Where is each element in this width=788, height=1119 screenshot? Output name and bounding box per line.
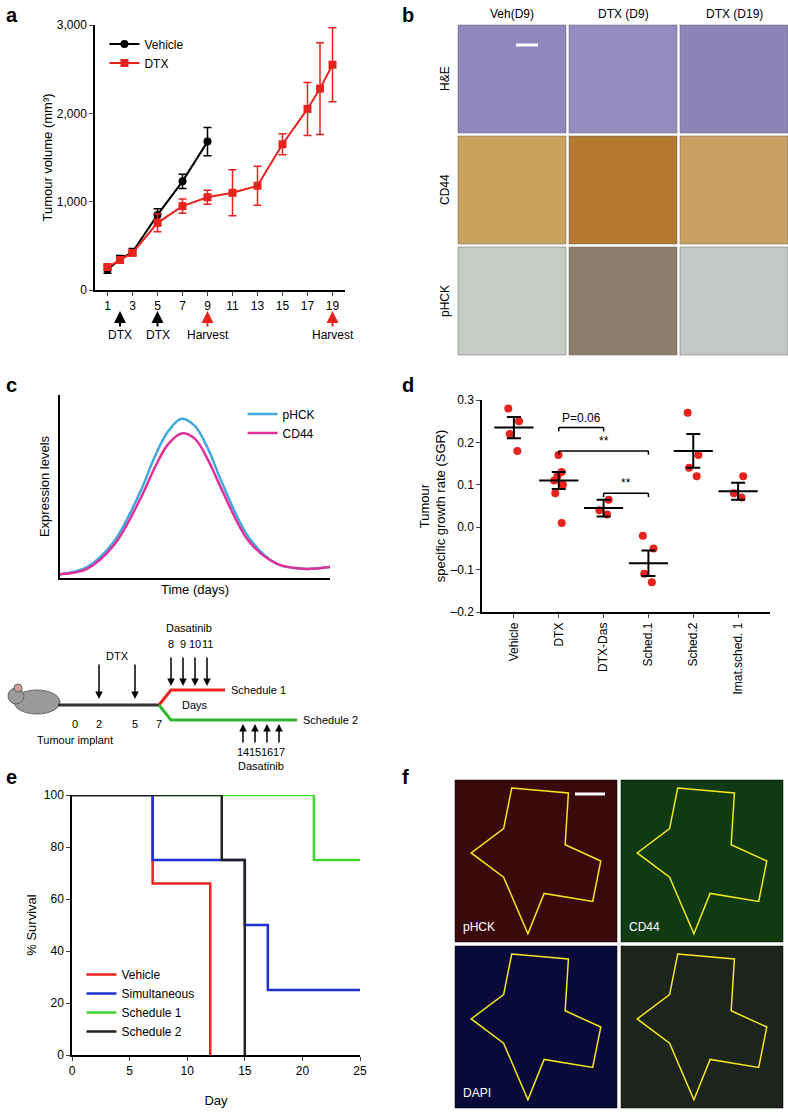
- svg-text:pHCK: pHCK: [463, 920, 495, 934]
- svg-text:25: 25: [353, 1064, 367, 1078]
- svg-text:3,000: 3,000: [57, 18, 87, 32]
- svg-text:17: 17: [273, 746, 285, 758]
- svg-text:DTX (D19): DTX (D19): [706, 7, 763, 21]
- svg-text:DTX: DTX: [146, 328, 170, 342]
- svg-text:80: 80: [50, 840, 64, 854]
- svg-text:DTX-Das: DTX-Das: [596, 623, 610, 672]
- svg-text:Sched.2: Sched.2: [686, 622, 700, 666]
- svg-text:3: 3: [129, 299, 136, 313]
- svg-text:P=0.06: P=0.06: [562, 411, 601, 425]
- svg-text:Vehicle: Vehicle: [507, 622, 521, 661]
- svg-text:DTX: DTX: [106, 650, 129, 662]
- svg-text:100: 100: [44, 788, 64, 802]
- svg-text:17: 17: [301, 299, 315, 313]
- svg-text:c: c: [6, 374, 17, 396]
- svg-text:1,000: 1,000: [57, 195, 87, 209]
- svg-text:Time (days): Time (days): [161, 582, 229, 597]
- svg-text:Tumour implant: Tumour implant: [37, 734, 113, 746]
- svg-text:0.3: 0.3: [457, 393, 474, 407]
- svg-text:11: 11: [226, 299, 239, 313]
- svg-text:Sched.1: Sched.1: [641, 622, 655, 666]
- svg-text:CD44: CD44: [283, 427, 314, 441]
- svg-text:CD44: CD44: [629, 920, 660, 934]
- svg-text:20: 20: [296, 1064, 310, 1078]
- svg-text:15: 15: [249, 746, 261, 758]
- svg-text:DTX: DTX: [144, 57, 168, 71]
- svg-text:1: 1: [104, 299, 111, 313]
- svg-text:% Survival: % Survival: [24, 894, 39, 956]
- svg-text:d: d: [402, 374, 414, 396]
- svg-text:Days: Days: [182, 699, 208, 711]
- svg-text:0: 0: [80, 283, 87, 297]
- svg-text:Schedule 1: Schedule 1: [231, 684, 286, 696]
- svg-text:15: 15: [276, 299, 290, 313]
- svg-text:0: 0: [72, 718, 78, 730]
- svg-text:0.0: 0.0: [457, 520, 474, 534]
- svg-text:0: 0: [57, 1048, 64, 1062]
- svg-text:pHCK: pHCK: [283, 408, 315, 422]
- svg-text:10: 10: [189, 638, 201, 650]
- svg-text:Expression levels: Expression levels: [37, 435, 52, 537]
- svg-text:–0.2: –0.2: [450, 605, 474, 619]
- svg-text:DAPI: DAPI: [463, 1086, 491, 1100]
- svg-text:–0.1: –0.1: [450, 563, 474, 577]
- svg-text:Harvest: Harvest: [312, 328, 354, 342]
- svg-text:Vehicle: Vehicle: [144, 38, 183, 52]
- svg-text:9: 9: [204, 299, 211, 313]
- svg-text:Harvest: Harvest: [187, 328, 229, 342]
- svg-text:f: f: [402, 766, 409, 788]
- svg-text:Tumourspecific growth rate (SG: Tumourspecific growth rate (SGR): [417, 430, 449, 582]
- svg-text:Schedule 2: Schedule 2: [121, 1025, 181, 1039]
- svg-text:DTX (D9): DTX (D9): [598, 7, 649, 21]
- svg-text:Simultaneous: Simultaneous: [121, 987, 194, 1001]
- svg-text:**: **: [599, 434, 609, 448]
- svg-text:Dasatinib: Dasatinib: [166, 622, 212, 634]
- svg-text:7: 7: [156, 718, 162, 730]
- svg-text:13: 13: [251, 299, 265, 313]
- svg-text:40: 40: [50, 944, 64, 958]
- svg-text:60: 60: [50, 892, 64, 906]
- svg-text:0.1: 0.1: [457, 478, 474, 492]
- svg-text:16: 16: [261, 746, 273, 758]
- svg-text:15: 15: [238, 1064, 252, 1078]
- svg-text:H&E: H&E: [438, 66, 452, 91]
- svg-text:0: 0: [69, 1064, 76, 1078]
- svg-text:DTX: DTX: [108, 328, 132, 342]
- svg-text:Veh(D9): Veh(D9): [490, 7, 534, 21]
- svg-text:Schedule 1: Schedule 1: [121, 1006, 181, 1020]
- svg-text:b: b: [402, 4, 414, 26]
- svg-text:7: 7: [179, 299, 186, 313]
- svg-text:2: 2: [96, 718, 102, 730]
- svg-text:Vehicle: Vehicle: [121, 968, 160, 982]
- svg-text:5: 5: [154, 299, 161, 313]
- svg-text:19: 19: [326, 299, 340, 313]
- svg-text:11: 11: [202, 638, 213, 650]
- svg-text:CD44: CD44: [438, 174, 452, 205]
- svg-text:10: 10: [181, 1064, 195, 1078]
- svg-text:20: 20: [50, 996, 64, 1010]
- svg-text:2,000: 2,000: [57, 107, 87, 121]
- svg-text:a: a: [6, 4, 18, 26]
- svg-text:Schedule 2: Schedule 2: [303, 714, 358, 726]
- svg-text:DTX: DTX: [552, 623, 566, 647]
- svg-text:5: 5: [126, 1064, 133, 1078]
- svg-text:**: **: [621, 476, 631, 490]
- svg-text:0.2: 0.2: [457, 436, 474, 450]
- svg-text:8: 8: [168, 638, 174, 650]
- svg-text:14: 14: [237, 746, 249, 758]
- svg-text:Imat.sched. 1: Imat.sched. 1: [731, 622, 745, 694]
- svg-text:9: 9: [180, 638, 186, 650]
- svg-text:5: 5: [132, 718, 138, 730]
- svg-text:Day: Day: [204, 1093, 228, 1108]
- svg-text:Dasatinib: Dasatinib: [238, 760, 284, 772]
- svg-text:pHCK: pHCK: [438, 285, 452, 317]
- svg-text:Tumour volume (mm³): Tumour volume (mm³): [40, 93, 55, 221]
- svg-text:e: e: [6, 766, 17, 788]
